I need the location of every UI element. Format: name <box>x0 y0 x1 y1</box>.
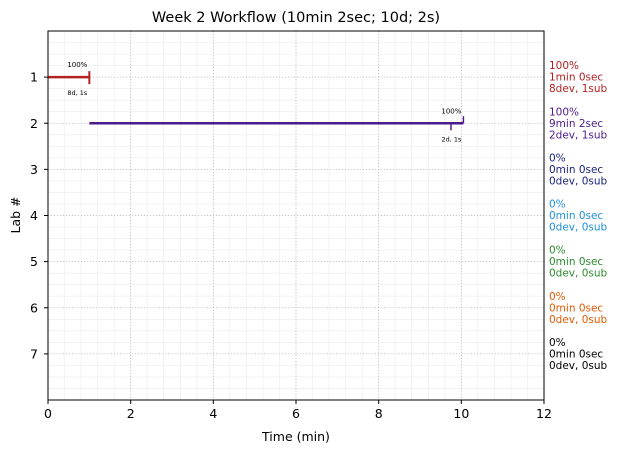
lab-5-summary-line: 0% <box>549 245 566 257</box>
y-tick-label: 4 <box>30 208 38 223</box>
lab-6-summary-line: 0min 0sec <box>549 302 603 314</box>
lab-4-summary-line: 0dev, 0sub <box>549 222 608 234</box>
lab-7-summary-line: 0min 0sec <box>549 348 603 360</box>
lab-5-summary-line: 0dev, 0sub <box>549 268 608 280</box>
lab-3-summary-line: 0% <box>549 152 566 164</box>
y-axis-ticks: 1 2 3 4 5 6 7 <box>30 70 48 361</box>
chart-title: Week 2 Workflow (10min 2sec; 10d; 2s) <box>152 10 440 26</box>
y-tick-label: 7 <box>30 346 38 361</box>
lab-2-summary-line: 2dev, 1sub <box>549 129 608 141</box>
lab-2-pct-label: 100% <box>441 107 461 115</box>
lab-7-summary-line: 0dev, 0sub <box>549 360 608 372</box>
lab-6-summary-line: 0dev, 0sub <box>549 314 608 326</box>
lab-1-summary-line: 8dev, 1sub <box>549 83 608 95</box>
x-tick-label: 4 <box>209 406 217 421</box>
lab-4-summary-line: 0min 0sec <box>549 210 603 222</box>
lab-4-summary-line: 0% <box>549 199 566 211</box>
x-tick-label: 10 <box>453 406 469 421</box>
y-tick-label: 1 <box>30 70 38 85</box>
y-axis-label: Lab # <box>8 196 23 233</box>
x-axis-ticks: 0 2 4 6 8 10 12 <box>44 400 552 421</box>
y-tick-label: 6 <box>30 300 38 315</box>
x-tick-label: 6 <box>292 406 300 421</box>
lab-3-summary-line: 0min 0sec <box>549 164 603 176</box>
lab-1-pct-label: 100% <box>67 61 87 69</box>
lab-2-summary-line: 9min 2sec <box>549 118 603 130</box>
x-tick-label: 2 <box>127 406 135 421</box>
lab-1-detail-label: 8d, 1s <box>67 89 88 97</box>
y-tick-label: 5 <box>30 254 38 269</box>
chart-marks: 100% 8d, 1s 100% 2d, 1s <box>48 61 465 143</box>
x-tick-label: 8 <box>375 406 383 421</box>
lab-2-summary-line: 100% <box>549 106 579 118</box>
lab-1-summary-line: 100% <box>549 60 579 72</box>
lab-6-summary-line: 0% <box>549 291 566 303</box>
lab-1-summary-line: 1min 0sec <box>549 72 603 84</box>
x-axis-label: Time (min) <box>261 429 330 444</box>
y-tick-label: 3 <box>30 162 38 177</box>
lab-3-summary-line: 0dev, 0sub <box>549 175 608 187</box>
x-tick-label: 0 <box>44 406 52 421</box>
lab-2-detail-label: 2d, 1s <box>441 135 462 143</box>
lab-7-summary-line: 0% <box>549 337 566 349</box>
minor-grid <box>47 30 545 401</box>
x-tick-label: 12 <box>536 406 552 421</box>
lab-5-summary-line: 0min 0sec <box>549 256 603 268</box>
y-tick-label: 2 <box>30 116 38 131</box>
